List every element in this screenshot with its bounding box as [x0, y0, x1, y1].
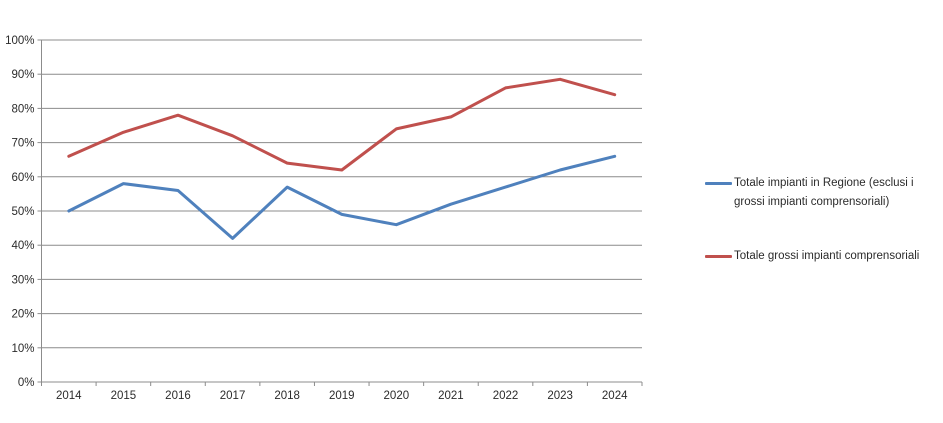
x-axis-tick-label: 2017 — [220, 390, 246, 402]
y-axis-tick-label: 90% — [11, 69, 34, 81]
series-line-1 — [67, 154, 617, 240]
x-axis-tick-label: 2024 — [602, 390, 628, 402]
x-axis-tick-label: 2022 — [493, 390, 519, 402]
x-axis-tick-label: 2023 — [547, 390, 573, 402]
y-axis-tick-label: 70% — [11, 138, 34, 150]
legend-label: Totale grossi impianti comprensoriali — [734, 250, 920, 262]
legend-swatch-line — [705, 255, 732, 258]
y-axis-tick-label: 20% — [11, 309, 34, 321]
y-axis-tick-label: 10% — [11, 343, 34, 355]
x-axis-tick-label: 2019 — [329, 390, 355, 402]
legend-item: Totale impianti in Regione (esclusi i gro… — [705, 174, 941, 212]
chart-legend: Totale impianti in Regione (esclusi i gro… — [705, 174, 941, 266]
y-axis-tick-label: 60% — [11, 172, 34, 184]
y-axis-tick-label: 100% — [5, 35, 34, 47]
y-axis-tick-label: 50% — [11, 206, 34, 218]
legend-item: Totale grossi impianti comprensoriali — [705, 247, 941, 266]
legend-label: Totale impianti in Regione (esclusi i gro… — [734, 177, 914, 208]
x-axis-tick-label: 2016 — [165, 390, 191, 402]
y-axis-tick-label: 0% — [18, 377, 35, 389]
x-axis-tick-label: 2015 — [111, 390, 137, 402]
series-line-2 — [67, 77, 617, 172]
y-axis-tick-label: 40% — [11, 240, 34, 252]
x-axis-tick-label: 2021 — [438, 390, 464, 402]
y-axis-tick-label: 30% — [11, 274, 34, 286]
x-axis-tick-label: 2018 — [274, 390, 300, 402]
x-axis-tick-label: 2020 — [384, 390, 410, 402]
legend-swatch-line — [705, 182, 732, 185]
x-axis-tick-label: 2014 — [56, 390, 82, 402]
y-axis-tick-label: 80% — [11, 103, 34, 115]
